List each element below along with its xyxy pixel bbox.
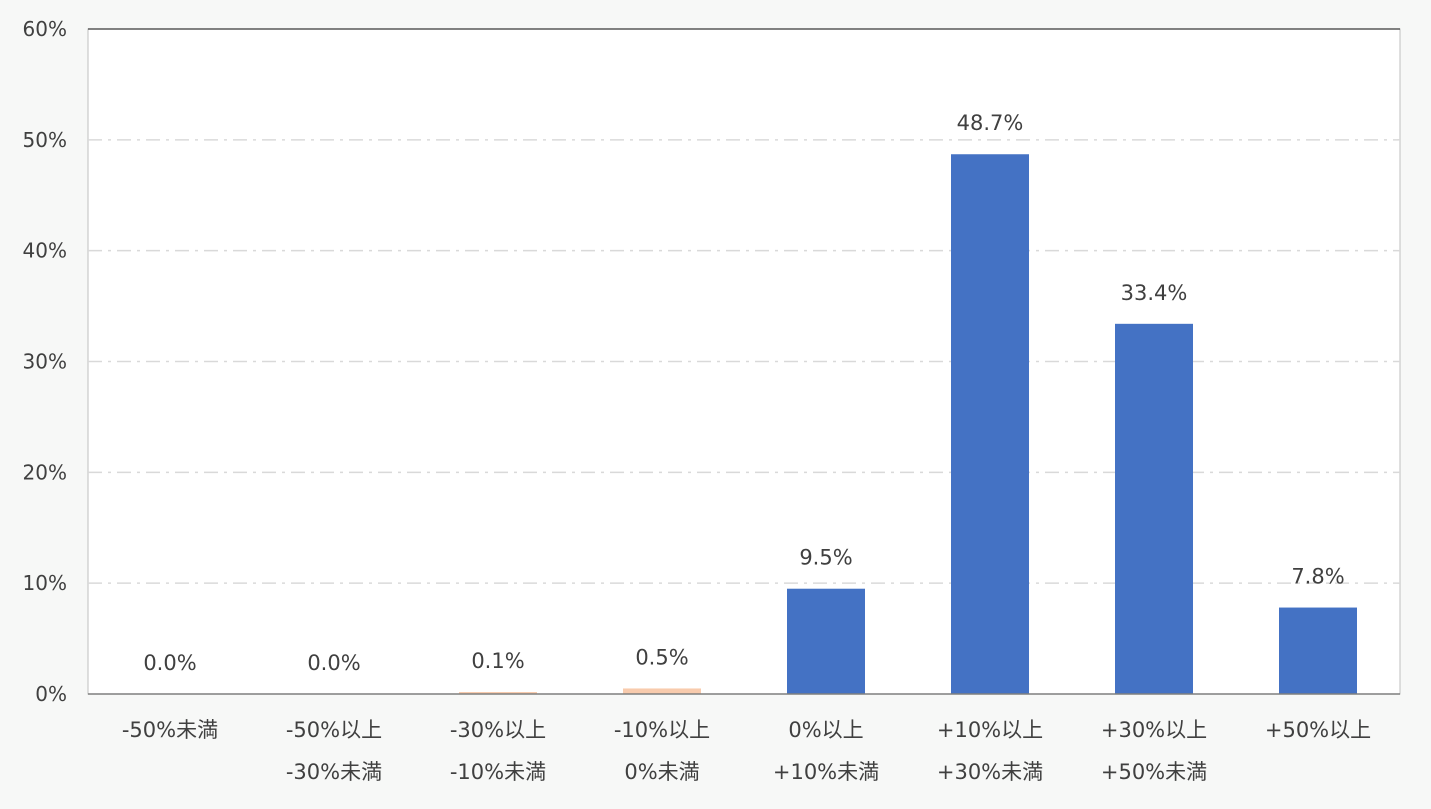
x-tick-label: +30%未満 — [937, 760, 1043, 784]
x-tick-label: 0%未満 — [624, 760, 699, 784]
x-tick-label: -10%未満 — [450, 760, 546, 784]
x-tick-label: -30%以上 — [450, 718, 546, 742]
bar — [459, 692, 537, 694]
x-tick-label: -50%未満 — [122, 718, 218, 742]
y-tick-label: 20% — [23, 460, 67, 484]
y-tick-label: 10% — [23, 571, 67, 595]
y-tick-label: 0% — [35, 682, 67, 706]
x-tick-label: +10%未満 — [773, 760, 879, 784]
x-tick-label: +50%未満 — [1101, 760, 1207, 784]
x-tick-label: +50%以上 — [1265, 718, 1371, 742]
y-axis-ticks: 0% 10% 20% 30% 40% 50% 60% — [23, 17, 67, 706]
x-tick-label: +30%以上 — [1101, 718, 1207, 742]
x-tick-label: -50%以上 — [286, 718, 382, 742]
x-tick-label: -30%未満 — [286, 760, 382, 784]
data-label: 33.4% — [1121, 281, 1188, 305]
y-tick-label: 50% — [23, 128, 67, 152]
data-label: 9.5% — [799, 546, 852, 570]
y-tick-label: 30% — [23, 350, 67, 374]
bar — [1115, 323, 1193, 694]
x-axis-ticks: -50%未満 -50%以上 -30%未満 -30%以上 -10%未満 -10%以上 0%未満… — [122, 718, 1371, 784]
bar — [1279, 607, 1357, 694]
data-label: 0.5% — [635, 645, 688, 669]
data-label: 0.1% — [471, 649, 524, 673]
y-tick-label: 60% — [23, 17, 67, 41]
bar — [623, 688, 701, 694]
x-tick-label: -10%以上 — [614, 718, 710, 742]
data-label: 0.0% — [143, 651, 196, 675]
x-tick-label: 0%以上 — [788, 718, 863, 742]
x-tick-label: +10%以上 — [937, 718, 1043, 742]
data-label: 0.0% — [307, 651, 360, 675]
data-label: 7.8% — [1291, 565, 1344, 589]
bar — [951, 154, 1029, 694]
bar — [787, 588, 865, 694]
data-labels: 0.0% 0.0% 0.1% 0.5% 9.5% 48.7% 33.4% 7.8% — [143, 111, 1344, 675]
y-tick-label: 40% — [23, 239, 67, 263]
data-label: 48.7% — [957, 111, 1024, 135]
bars — [459, 154, 1357, 694]
